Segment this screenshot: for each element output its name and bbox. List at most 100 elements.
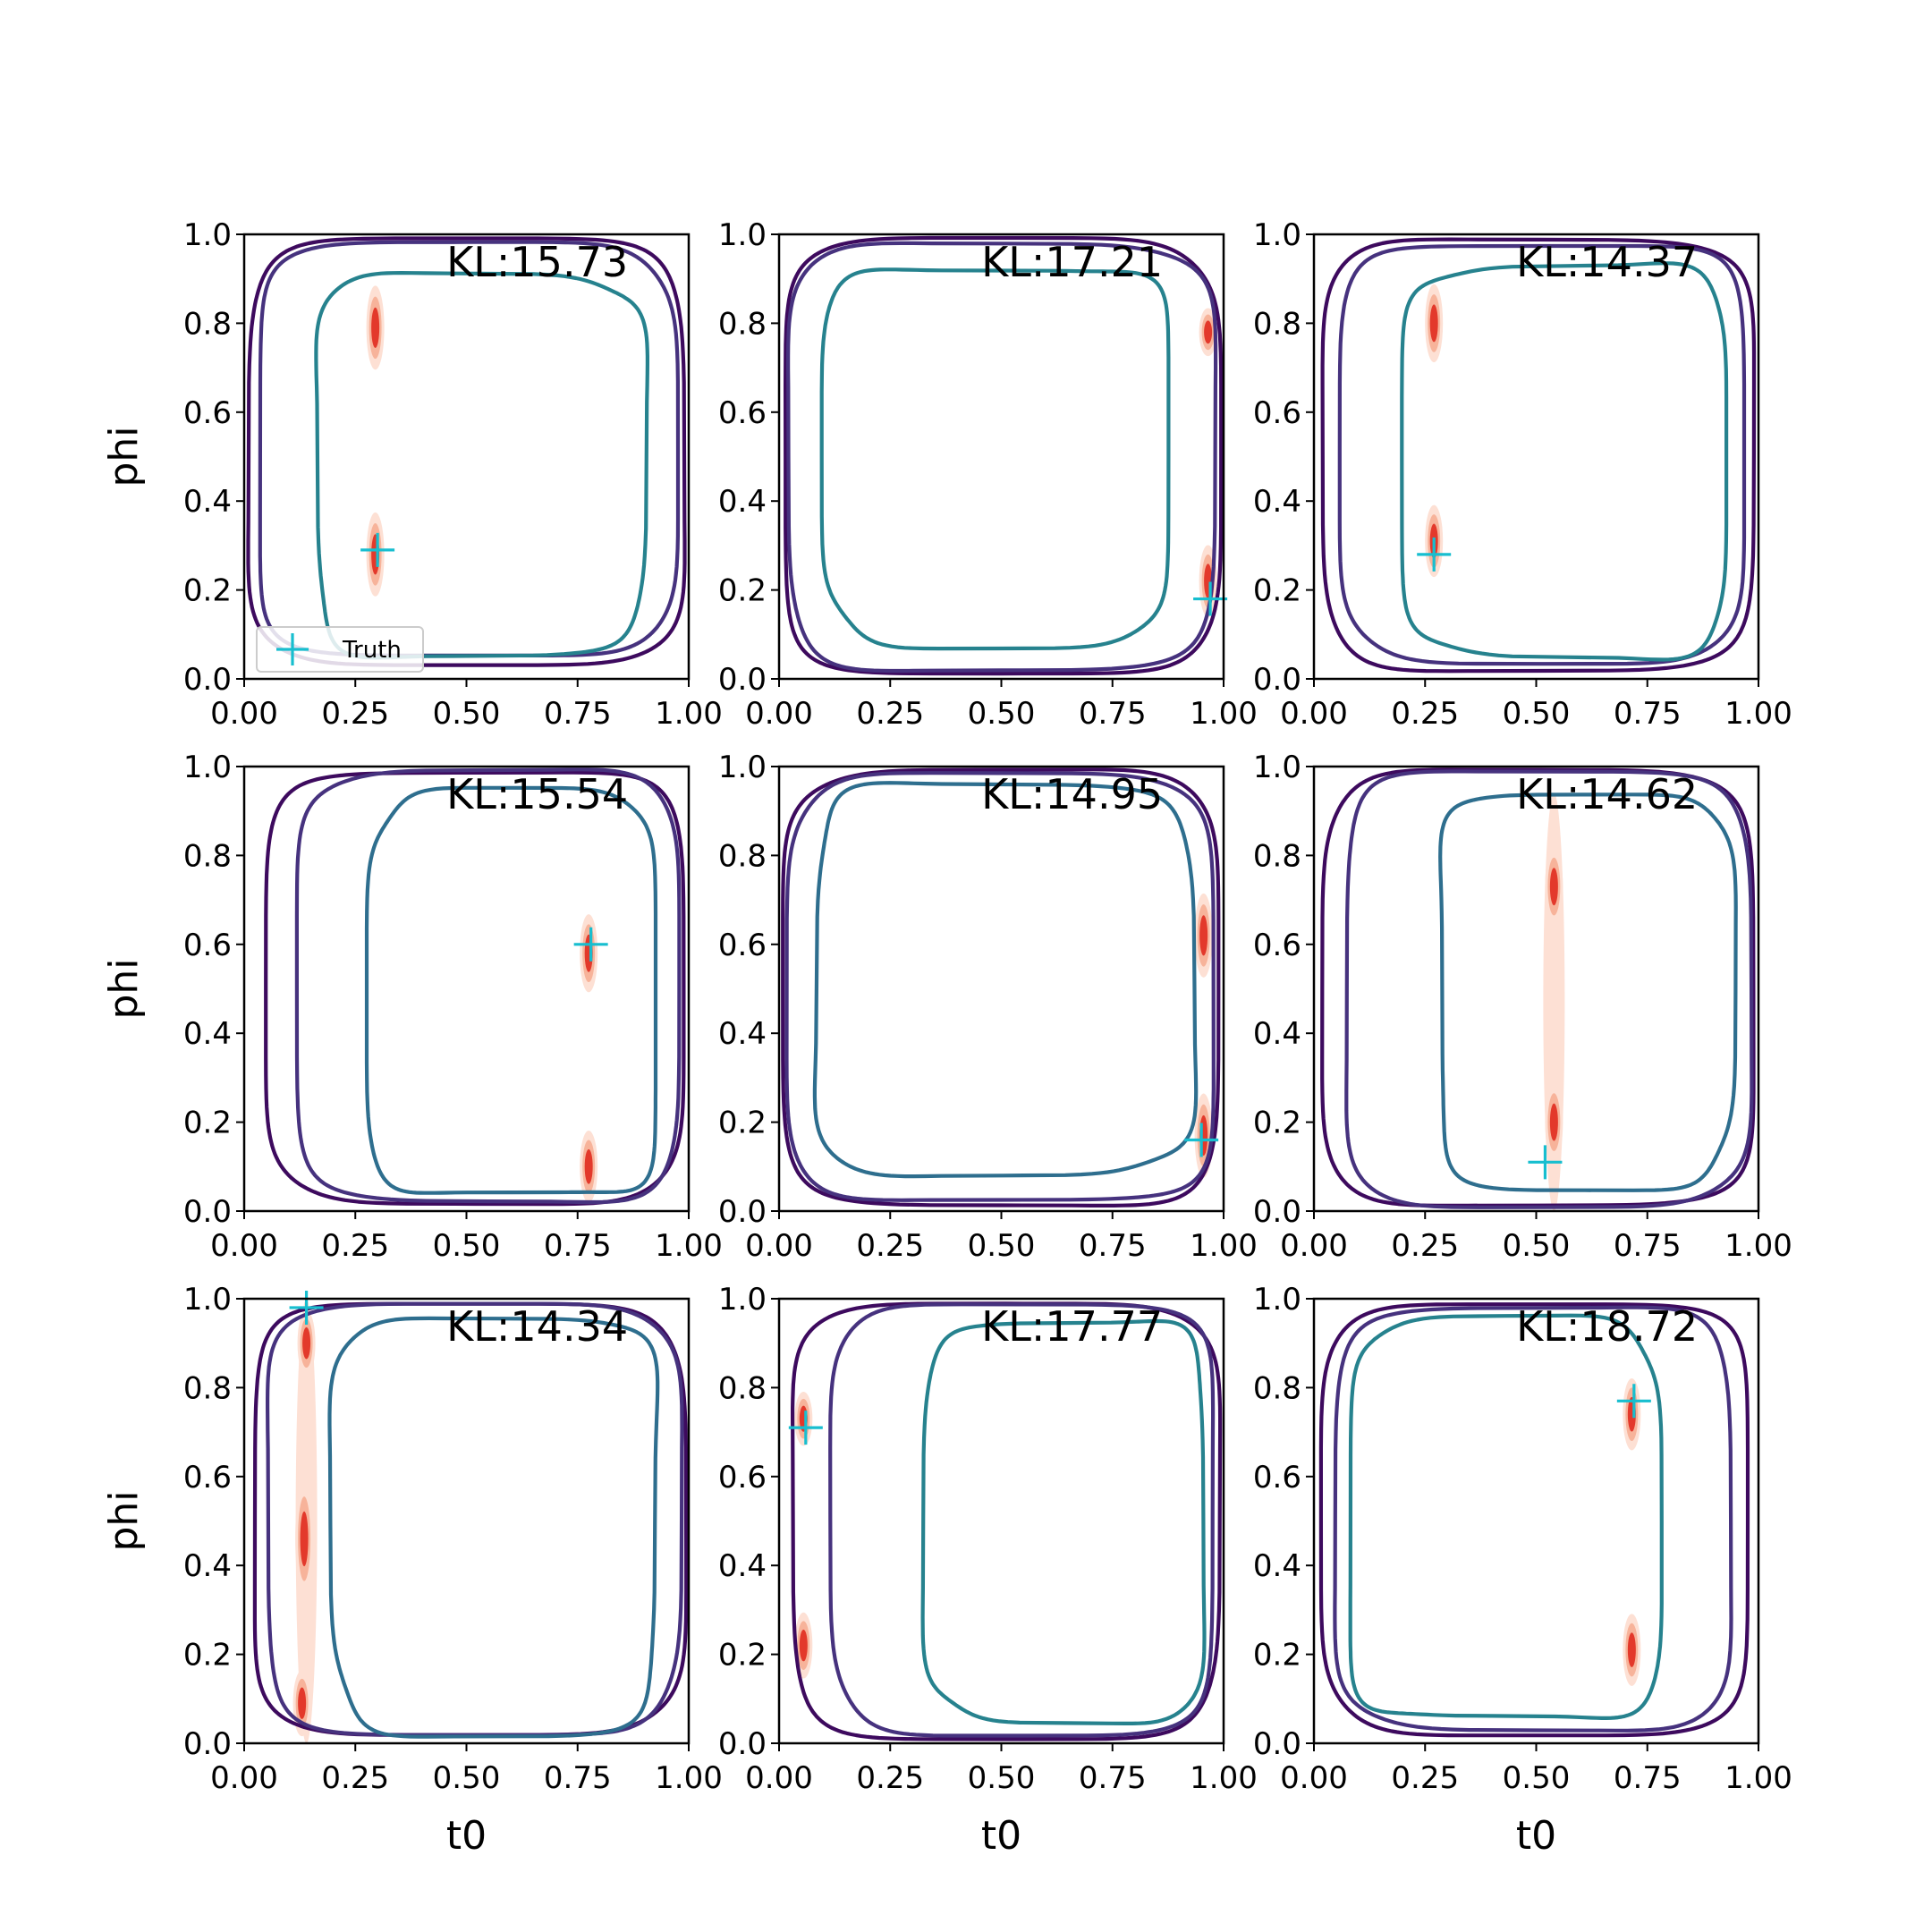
y-tick-label: 0.4 — [718, 1016, 767, 1052]
truth-marker — [1184, 1123, 1219, 1157]
contour-outer — [791, 1301, 1223, 1741]
y-tick-label: 0.4 — [1253, 1548, 1301, 1584]
y-tick-label: 0.2 — [718, 1638, 767, 1674]
x-axis-label: t0 — [1516, 1813, 1556, 1859]
density-peak-core — [302, 1326, 311, 1360]
y-axis-label: phi — [101, 1490, 147, 1551]
panel-3: 0.00 0.25 0.50 0.75 1.00 0.0 0.2 0.4 0.6 0.8 1.0 KL… — [1253, 217, 1792, 732]
y-tick-label: 0.4 — [183, 484, 232, 520]
y-tick-label: 0.0 — [1253, 1194, 1301, 1230]
density-peak-core — [1199, 915, 1208, 956]
truth-marker — [360, 532, 395, 567]
contour-outer — [1320, 237, 1757, 674]
x-tick-label: 0.00 — [210, 1760, 278, 1796]
x-tick-label: 0.00 — [1280, 1760, 1348, 1796]
axes-frame — [242, 233, 691, 681]
kl-annotation: KL:14.37 — [1516, 238, 1698, 286]
y-tick-label: 0.8 — [183, 838, 232, 874]
x-tick-label: 1.00 — [655, 696, 723, 732]
x-tick-label: 0.75 — [1614, 696, 1682, 732]
x-tick-label: 0.75 — [1614, 1228, 1682, 1264]
y-tick-label: 0.8 — [1253, 838, 1301, 874]
contour-outer — [246, 236, 687, 667]
y-tick-label: 0.2 — [1253, 1638, 1301, 1674]
x-tick-label: 0.50 — [1503, 696, 1571, 732]
y-tick-label: 1.0 — [1253, 1282, 1301, 1318]
truth-marker — [1193, 581, 1228, 616]
x-tick-label: 0.50 — [968, 696, 1036, 732]
contour-outer — [784, 235, 1224, 676]
panel-1: 0.00 0.25 0.50 0.75 1.00 0.0 0.2 0.4 0.6 0.8 1.0 KL… — [101, 217, 723, 732]
y-tick-label: 0.0 — [183, 662, 232, 698]
contour-middle — [258, 240, 681, 657]
y-tick-label: 0.2 — [1253, 573, 1301, 609]
density-peak-core — [300, 1511, 309, 1567]
x-tick-label: 0.00 — [745, 1760, 813, 1796]
x-tick-label: 0.75 — [1079, 696, 1147, 732]
y-tick-label: 1.0 — [183, 750, 232, 785]
x-tick-label: 1.00 — [655, 1228, 723, 1264]
legend-label: Truth — [342, 637, 402, 664]
y-tick-label: 0.6 — [183, 395, 232, 431]
contour-inner — [314, 271, 649, 660]
plot-area — [264, 767, 686, 1207]
density-peak-core — [1549, 1103, 1558, 1141]
y-tick-label: 0.2 — [183, 573, 232, 609]
y-tick-label: 1.0 — [183, 217, 232, 253]
y-tick-label: 0.8 — [183, 306, 232, 342]
x-axis-label: t0 — [446, 1813, 487, 1859]
x-tick-label: 1.00 — [1724, 1760, 1792, 1796]
y-tick-label: 0.6 — [183, 928, 232, 963]
y-tick-label: 0.0 — [183, 1194, 232, 1230]
x-tick-label: 0.00 — [210, 1228, 278, 1264]
y-tick-label: 0.8 — [183, 1370, 232, 1406]
y-tick-label: 0.4 — [183, 1548, 232, 1584]
x-tick-label: 0.25 — [321, 1228, 389, 1264]
x-tick-label: 0.50 — [1503, 1760, 1571, 1796]
y-tick-label: 0.4 — [1253, 1016, 1301, 1052]
x-tick-label: 1.00 — [1724, 1228, 1792, 1264]
contour-inner — [819, 267, 1171, 651]
y-tick-label: 0.8 — [718, 306, 767, 342]
contour-inner — [920, 1318, 1207, 1725]
x-tick-label: 0.25 — [856, 696, 924, 732]
contour-middle — [1344, 769, 1754, 1209]
density-peak-core — [1627, 1632, 1636, 1668]
x-tick-label: 0.25 — [856, 1760, 924, 1796]
axes-frame — [1312, 765, 1760, 1213]
plot-area — [1320, 767, 1756, 1211]
x-tick-label: 0.50 — [968, 1228, 1036, 1264]
contour-inner — [1400, 261, 1729, 662]
contour-middle — [266, 1301, 684, 1737]
y-tick-label: 0.8 — [718, 838, 767, 874]
y-tick-label: 0.6 — [183, 1460, 232, 1496]
contour-outer — [252, 1301, 689, 1737]
panel-6: 0.00 0.25 0.50 0.75 1.00 0.0 0.2 0.4 0.6 0.8 1.0 KL… — [1253, 750, 1792, 1264]
contour-inner — [1348, 1313, 1664, 1720]
y-tick-label: 0.0 — [718, 1726, 767, 1762]
truth-marker — [289, 1290, 324, 1325]
y-tick-label: 0.0 — [183, 1726, 232, 1762]
x-tick-label: 0.25 — [1391, 1228, 1459, 1264]
density-peak-core — [584, 1148, 593, 1184]
contour-middle — [294, 767, 682, 1205]
y-tick-label: 0.8 — [1253, 306, 1301, 342]
plot-area — [252, 1299, 689, 1743]
contour-middle — [786, 241, 1218, 674]
contour-outer — [1320, 767, 1756, 1208]
panel-5: 0.00 0.25 0.50 0.75 1.00 0.0 0.2 0.4 0.6 0.8 1.0 KL… — [718, 750, 1258, 1264]
axes-frame — [242, 765, 691, 1213]
contour-inner — [812, 781, 1199, 1179]
y-tick-label: 0.4 — [718, 1548, 767, 1584]
truth-marker — [788, 1411, 823, 1445]
x-tick-label: 0.00 — [745, 1228, 813, 1264]
x-tick-label: 0.00 — [210, 696, 278, 732]
y-tick-label: 0.4 — [718, 484, 767, 520]
density-peak-core — [371, 307, 380, 348]
contour-outer — [1318, 1302, 1750, 1738]
x-tick-label: 0.00 — [1280, 696, 1348, 732]
x-tick-label: 1.00 — [1724, 696, 1792, 732]
panels-group: 0.00 0.25 0.50 0.75 1.00 0.0 0.2 0.4 0.6 0.8 1.0 KL… — [101, 217, 1792, 1859]
x-tick-label: 0.25 — [856, 1228, 924, 1264]
x-tick-label: 0.75 — [1079, 1760, 1147, 1796]
